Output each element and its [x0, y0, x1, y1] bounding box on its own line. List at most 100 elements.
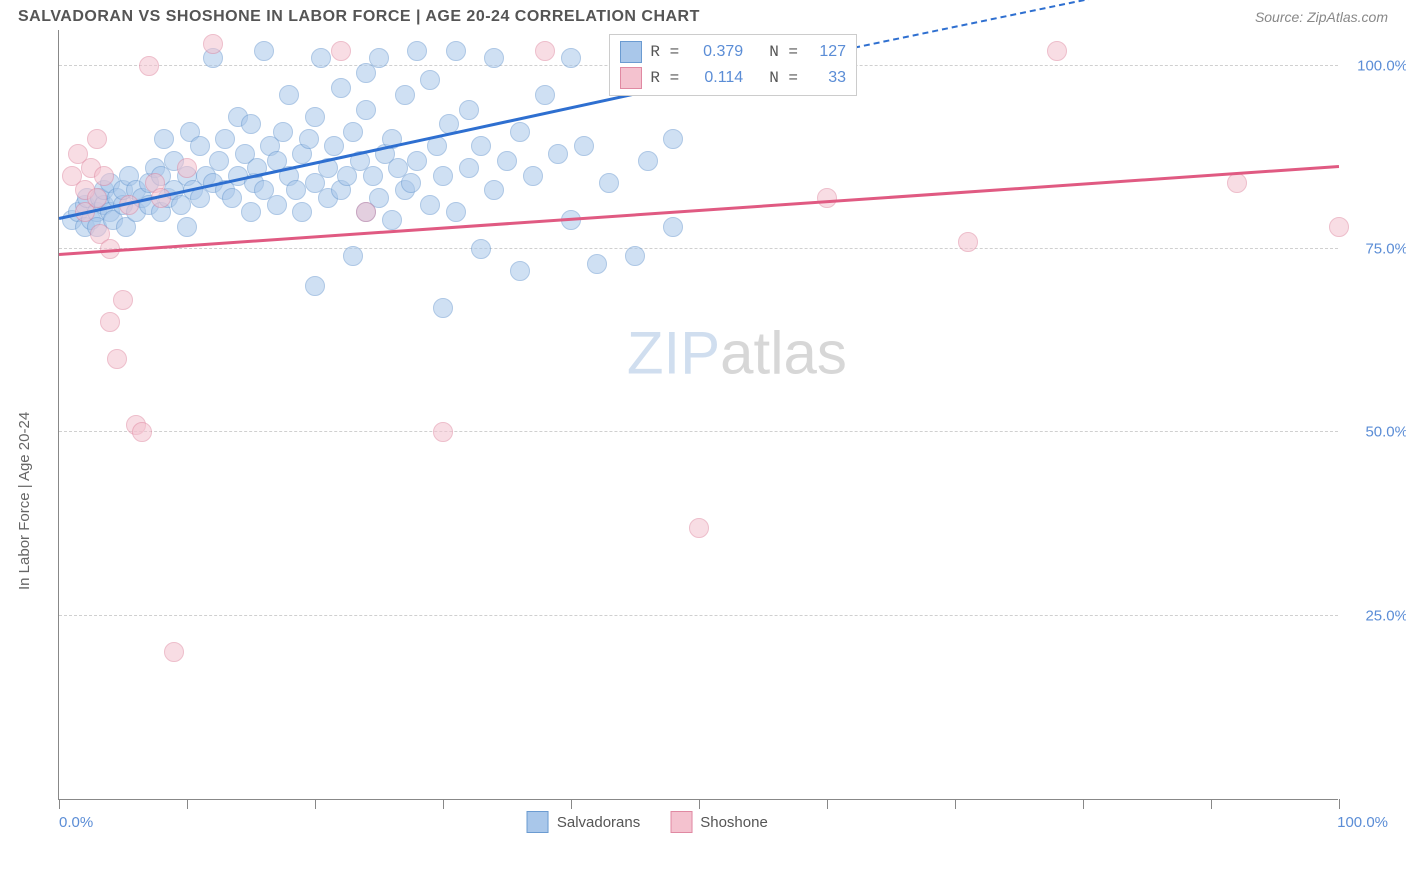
- data-point: [267, 195, 287, 215]
- data-point: [299, 129, 319, 149]
- data-point: [107, 349, 127, 369]
- chart-header: SALVADORAN VS SHOSHONE IN LABOR FORCE | …: [0, 0, 1406, 30]
- data-point: [132, 422, 152, 442]
- legend-r-label: R =: [650, 43, 679, 61]
- data-point: [1329, 217, 1349, 237]
- data-point: [535, 41, 555, 61]
- x-tick: [699, 799, 700, 809]
- data-point: [446, 202, 466, 222]
- data-point: [548, 144, 568, 164]
- data-point: [286, 180, 306, 200]
- legend-row: R =0.114N =33: [620, 65, 846, 91]
- x-tick: [955, 799, 956, 809]
- data-point: [331, 78, 351, 98]
- data-point: [209, 151, 229, 171]
- legend-series-name: Salvadorans: [557, 814, 640, 831]
- data-point: [484, 180, 504, 200]
- y-tick-label: 50.0%: [1348, 424, 1406, 441]
- data-point: [87, 129, 107, 149]
- data-point: [254, 41, 274, 61]
- data-point: [363, 166, 383, 186]
- x-tick: [1211, 799, 1212, 809]
- legend-swatch: [620, 67, 642, 89]
- data-point: [433, 298, 453, 318]
- data-point: [369, 48, 389, 68]
- legend-r-label: R =: [650, 69, 679, 87]
- data-point: [241, 202, 261, 222]
- data-point: [87, 188, 107, 208]
- x-tick: [187, 799, 188, 809]
- data-point: [94, 166, 114, 186]
- legend-n-label: N =: [769, 69, 798, 87]
- x-label-max: 100.0%: [1337, 814, 1388, 831]
- data-point: [203, 34, 223, 54]
- data-point: [311, 48, 331, 68]
- data-point: [356, 100, 376, 120]
- legend-swatch: [527, 811, 549, 833]
- data-point: [433, 166, 453, 186]
- data-point: [663, 129, 683, 149]
- data-point: [446, 41, 466, 61]
- data-point: [1047, 41, 1067, 61]
- data-point: [215, 129, 235, 149]
- legend-r-value: 0.379: [687, 43, 743, 61]
- data-point: [638, 151, 658, 171]
- data-point: [497, 151, 517, 171]
- data-point: [222, 188, 242, 208]
- x-tick: [1339, 799, 1340, 809]
- chart-title: SALVADORAN VS SHOSHONE IN LABOR FORCE | …: [18, 8, 700, 26]
- data-point: [177, 217, 197, 237]
- data-point: [433, 422, 453, 442]
- x-tick: [1083, 799, 1084, 809]
- grid-line: [59, 431, 1338, 432]
- data-point: [177, 158, 197, 178]
- chart-wrap: In Labor Force | Age 20-24 25.0%50.0%75.…: [18, 30, 1388, 800]
- y-tick-label: 75.0%: [1348, 241, 1406, 258]
- data-point: [420, 195, 440, 215]
- data-point: [292, 202, 312, 222]
- legend-n-value: 127: [806, 43, 846, 61]
- data-point: [689, 518, 709, 538]
- data-point: [535, 85, 555, 105]
- correlation-legend: R =0.379N =127R =0.114N =33: [609, 34, 857, 96]
- legend-r-value: 0.114: [687, 69, 743, 87]
- grid-line: [59, 615, 1338, 616]
- data-point: [113, 290, 133, 310]
- data-point: [164, 642, 184, 662]
- data-point: [574, 136, 594, 156]
- data-point: [343, 246, 363, 266]
- watermark: ZIPatlas: [627, 318, 847, 387]
- legend-swatch: [620, 41, 642, 63]
- data-point: [510, 261, 530, 281]
- x-tick: [443, 799, 444, 809]
- series-legend: Salvadorans Shoshone: [527, 811, 768, 833]
- data-point: [625, 246, 645, 266]
- x-tick: [571, 799, 572, 809]
- data-point: [305, 276, 325, 296]
- legend-series-name: Shoshone: [700, 814, 768, 831]
- data-point: [407, 151, 427, 171]
- data-point: [1227, 173, 1247, 193]
- y-axis-label: In Labor Force | Age 20-24: [16, 412, 33, 590]
- legend-n-label: N =: [769, 43, 798, 61]
- legend-swatch: [670, 811, 692, 833]
- data-point: [459, 158, 479, 178]
- data-point: [305, 107, 325, 127]
- data-point: [279, 85, 299, 105]
- data-point: [401, 173, 421, 193]
- data-point: [241, 114, 261, 134]
- data-point: [100, 312, 120, 332]
- data-point: [420, 70, 440, 90]
- data-point: [471, 136, 491, 156]
- data-point: [273, 122, 293, 142]
- data-point: [382, 210, 402, 230]
- x-tick: [827, 799, 828, 809]
- data-point: [471, 239, 491, 259]
- chart-source: Source: ZipAtlas.com: [1255, 9, 1388, 25]
- data-point: [139, 56, 159, 76]
- plot-area: 25.0%50.0%75.0%100.0%0.0%100.0%ZIPatlasR…: [58, 30, 1338, 800]
- data-point: [190, 136, 210, 156]
- y-tick-label: 25.0%: [1348, 607, 1406, 624]
- data-point: [356, 202, 376, 222]
- data-point: [523, 166, 543, 186]
